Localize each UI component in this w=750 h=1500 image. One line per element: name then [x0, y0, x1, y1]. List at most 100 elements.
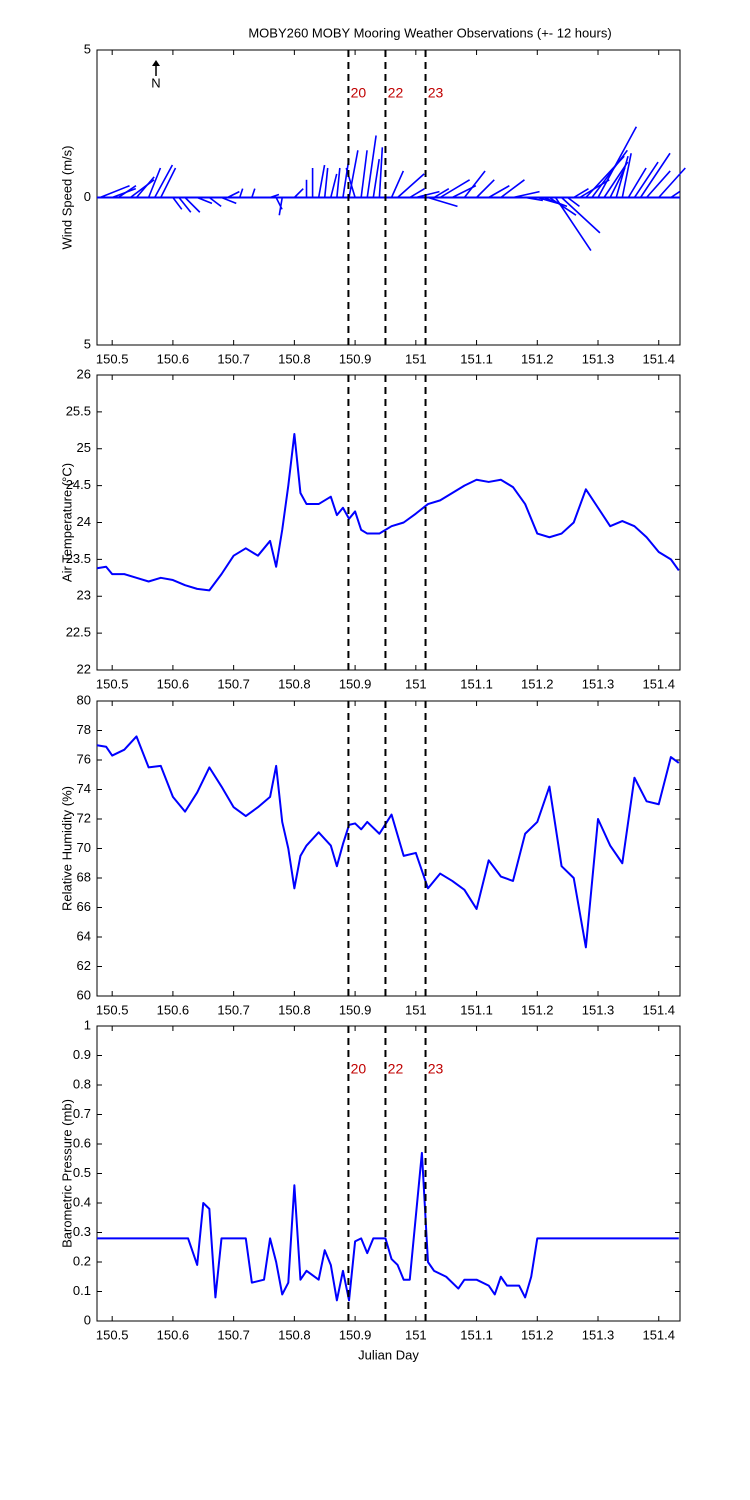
y-tick-label: 25.5	[66, 403, 91, 418]
x-tick-label: 151.2	[521, 1327, 554, 1342]
x-tick-label: 150.5	[96, 676, 129, 691]
y-tick-label: 0.2	[73, 1253, 91, 1268]
y-tick-label: 62	[77, 958, 91, 973]
y-tick-label: 0.3	[73, 1224, 91, 1239]
y-tick-label: 25	[77, 440, 91, 455]
x-tick-label: 150.7	[217, 1002, 250, 1017]
wind-stick	[269, 193, 280, 199]
y-tick-label: 66	[77, 899, 91, 914]
wind-stick	[567, 196, 580, 207]
north-arrow-head	[152, 60, 160, 66]
x-tick-label: 151.3	[582, 676, 615, 691]
wind-stick	[99, 184, 130, 199]
y-axis-label: Air Temperature (°C)	[59, 463, 74, 582]
x-tick-label: 150.9	[339, 1002, 372, 1017]
panel: 150.5 150.6 150.7 150.8 150.9 151 151.1 151.2 15…	[59, 25, 686, 366]
wind-stick	[238, 188, 244, 198]
x-tick-label: 151	[405, 351, 427, 366]
y-tick-label: 26	[77, 366, 91, 381]
x-tick-label: 151.3	[582, 351, 615, 366]
event-label: 22	[388, 85, 404, 101]
wind-stick	[135, 176, 155, 199]
wind-stick	[208, 196, 222, 207]
x-tick-label: 150.9	[339, 1327, 372, 1342]
y-tick-label: 0.1	[73, 1283, 91, 1298]
wind-stick	[573, 187, 589, 199]
wind-stick	[525, 196, 543, 202]
wind-stick	[548, 196, 577, 216]
x-tick-label: 150.7	[217, 1327, 250, 1342]
wind-stick	[293, 188, 304, 199]
event-label: 20	[351, 1061, 367, 1077]
y-tick-label: 23.5	[66, 551, 91, 566]
y-tick-label: 0.9	[73, 1047, 91, 1062]
wind-stick	[330, 173, 338, 198]
wind-stick	[597, 126, 638, 198]
panel: 150.5 150.6 150.7 150.8 150.9 151 151.1 151.2 15…	[59, 692, 681, 1017]
wind-stick	[633, 161, 659, 198]
wind-stick	[415, 190, 440, 199]
x-tick-label: 150.9	[339, 676, 372, 691]
x-tick-label: 150.8	[278, 1327, 311, 1342]
wind-stick	[627, 167, 647, 198]
wind-stick	[475, 179, 495, 199]
north-label: N	[151, 75, 160, 90]
wind-stick	[500, 179, 525, 199]
wind-stick	[639, 152, 671, 198]
wind-stick	[323, 167, 329, 198]
y-tick-label: 0.4	[73, 1194, 91, 1209]
x-tick-label: 151.2	[521, 1002, 554, 1017]
x-tick-label: 150.5	[96, 1002, 129, 1017]
event-label: 23	[428, 1061, 444, 1077]
y-tick-label: 64	[77, 928, 91, 943]
wind-stick	[512, 190, 540, 199]
y-tick-label: 0.6	[73, 1135, 91, 1150]
wind-stick	[153, 164, 174, 198]
y-tick-label: 68	[77, 869, 91, 884]
wind-stick	[427, 196, 458, 208]
wind-stick	[348, 150, 359, 198]
x-axis-label: Julian Day	[358, 1347, 419, 1362]
wind-stick	[221, 196, 237, 205]
x-tick-label: 150.7	[217, 351, 250, 366]
wind-stick	[554, 197, 592, 252]
wind-stick	[184, 196, 201, 213]
x-tick-label: 151	[405, 1327, 427, 1342]
panel: 150.5 150.6 150.7 150.8 150.9 151 151.1 151.2 15…	[59, 366, 681, 691]
x-tick-label: 150.6	[157, 1002, 190, 1017]
y-tick-label: 72	[77, 810, 91, 825]
x-tick-label: 150.8	[278, 1002, 311, 1017]
y-tick-label: 78	[77, 722, 91, 737]
y-tick-label: 70	[77, 840, 91, 855]
wind-stick	[336, 167, 341, 198]
y-tick-label: 76	[77, 751, 91, 766]
wind-stick	[603, 161, 629, 198]
wind-stick	[178, 197, 192, 213]
x-tick-label: 150.8	[278, 676, 311, 691]
wind-stick	[561, 196, 601, 234]
y-tick-label: 22	[77, 661, 91, 676]
x-tick-label: 150.8	[278, 351, 311, 366]
wind-stick	[172, 197, 183, 210]
x-tick-label: 151.3	[582, 1002, 615, 1017]
wind-stick	[317, 164, 326, 198]
wind-stick	[372, 159, 381, 198]
y-tick-label: 80	[77, 692, 91, 707]
x-tick-label: 150.5	[96, 351, 129, 366]
wind-stick	[251, 188, 256, 198]
data-line	[96, 433, 680, 592]
x-tick-label: 151	[405, 676, 427, 691]
wind-stick	[433, 187, 450, 199]
y-tick-label: 60	[77, 987, 91, 1002]
x-tick-label: 151.4	[642, 1327, 675, 1342]
x-tick-label: 151	[405, 1002, 427, 1017]
x-tick-label: 151.1	[460, 1002, 493, 1017]
x-tick-label: 151.4	[642, 1002, 675, 1017]
wind-stick	[360, 150, 368, 198]
wind-stick	[646, 170, 671, 199]
panel: 150.5 150.6 150.7 150.8 150.9 151 151.1 151.2 15…	[59, 1017, 681, 1362]
y-tick-label: 0.7	[73, 1106, 91, 1121]
wind-stick	[397, 173, 425, 199]
